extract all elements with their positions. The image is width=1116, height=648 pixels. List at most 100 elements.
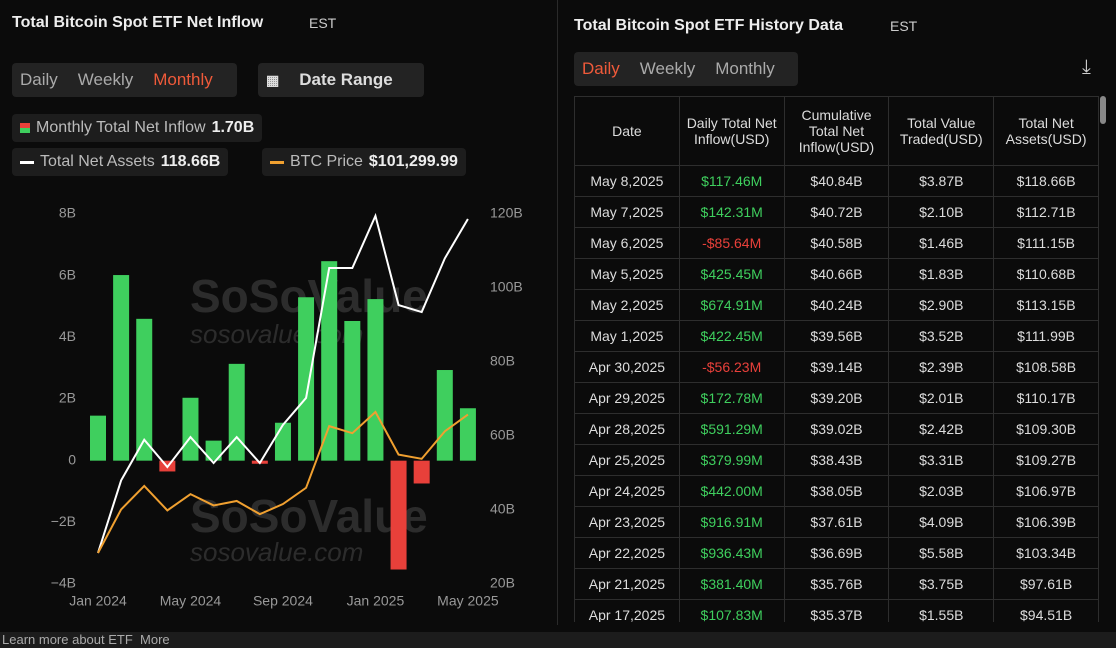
bar: [413, 460, 430, 484]
table-cell: $40.72B: [783, 196, 890, 228]
table-cell: $118.66B: [993, 165, 1099, 197]
timezone: EST: [890, 18, 918, 34]
bar: [367, 299, 384, 461]
legend-item[interactable]: Total Net Assets 118.66B: [12, 148, 229, 176]
table-cell: $674.91M: [678, 289, 785, 321]
table-cell: $39.14B: [783, 351, 890, 383]
panel-title: Total Bitcoin Spot ETF Net Inflow: [12, 14, 264, 31]
legend-value: 118.66B: [160, 153, 221, 170]
x-tick-label: May 2024: [160, 593, 222, 609]
bar: [390, 460, 407, 570]
bar: [182, 397, 199, 461]
y2-tick-label: 40B: [490, 501, 515, 517]
table-cell: $5.58B: [888, 537, 995, 569]
table-cell: Apr 21,2025: [574, 568, 680, 600]
x-tick-label: Jan 2025: [347, 593, 405, 609]
y2-tick-label: 60B: [490, 427, 515, 443]
table-cell: $37.61B: [783, 506, 890, 538]
table-cell: $3.87B: [888, 165, 995, 197]
table-cell: $111.99B: [993, 320, 1099, 352]
table-row: May 2,2025 $674.91M $40.24B $2.90B $113.15B: [574, 289, 1099, 321]
y-tick-label: 4B: [59, 328, 76, 344]
footer-link[interactable]: More: [140, 632, 170, 647]
legend-item[interactable]: Monthly Total Net Inflow 1.70B: [12, 114, 263, 142]
download-button[interactable]: ⤓: [1082, 56, 1091, 78]
y-tick-label: −2B: [51, 513, 76, 529]
table-cell: $916.91M: [678, 506, 785, 538]
bar: [274, 422, 291, 461]
watermark: sosovalue.com: [190, 537, 363, 567]
bar: [298, 297, 315, 461]
y2-tick-label: 80B: [490, 353, 515, 369]
scrollbar[interactable]: [1100, 96, 1106, 124]
table-row: Apr 30,2025 -$56.23M $39.14B $2.39B $108.58B: [574, 351, 1099, 383]
tab-group: Daily Weekly Monthly: [12, 63, 237, 97]
table-cell: $35.76B: [783, 568, 890, 600]
tab[interactable]: Monthly: [153, 70, 213, 89]
legend-item[interactable]: BTC Price $101,299.99: [262, 148, 466, 176]
date-range-button[interactable]: ▦ Date Range: [258, 63, 424, 97]
tab[interactable]: Weekly: [77, 70, 134, 89]
table-cell: $1.83B: [888, 258, 995, 290]
tab[interactable]: Weekly: [639, 59, 696, 78]
bar: [344, 320, 361, 461]
tab[interactable]: Monthly: [715, 59, 775, 78]
header-cell: Total Net Assets(USD): [993, 96, 1099, 166]
table-cell: -$56.23M: [678, 351, 785, 383]
table-row: Apr 17,2025 $107.83M $35.37B $1.55B $94.51B: [574, 599, 1099, 622]
table-cell: $142.31M: [678, 196, 785, 228]
header-cell: Daily Total Net Inflow(USD): [678, 96, 785, 166]
table-cell: $112.71B: [993, 196, 1099, 228]
bar: [436, 370, 453, 461]
tab[interactable]: Daily: [582, 59, 620, 78]
table-cell: Apr 23,2025: [574, 506, 680, 538]
y-tick-label: 8B: [59, 205, 76, 221]
table-row: Apr 21,2025 $381.40M $35.76B $3.75B $97.61B: [574, 568, 1099, 600]
table-cell: $2.10B: [888, 196, 995, 228]
footer: Learn more about ETF More: [0, 632, 1116, 648]
table-row: May 7,2025 $142.31M $40.72B $2.10B $112.71B: [574, 196, 1099, 228]
x-tick-label: May 2025: [437, 593, 499, 609]
table-cell: May 8,2025: [574, 165, 680, 197]
table-row: May 8,2025 $117.46M $40.84B $3.87B $118.66B: [574, 165, 1099, 197]
y-tick-label: −4B: [51, 575, 76, 591]
y2-tick-label: 120B: [490, 205, 523, 221]
table-cell: $39.56B: [783, 320, 890, 352]
table-cell: $442.00M: [678, 475, 785, 507]
table-cell: $117.46M: [678, 165, 785, 197]
legend-value: $101,299.99: [368, 153, 458, 170]
bar: [321, 261, 338, 461]
table-cell: $591.29M: [678, 413, 785, 445]
table-cell: Apr 17,2025: [574, 599, 680, 622]
table-cell: $39.20B: [783, 382, 890, 414]
legend-value: 1.70B: [211, 119, 255, 136]
table-cell: $110.17B: [993, 382, 1099, 414]
calendar-icon: ▦: [266, 71, 280, 88]
table-cell: -$85.64M: [678, 227, 785, 259]
table-cell: $2.01B: [888, 382, 995, 414]
table-cell: $422.45M: [678, 320, 785, 352]
table-cell: $40.58B: [783, 227, 890, 259]
bar: [228, 363, 245, 461]
table-cell: $109.27B: [993, 444, 1099, 476]
y2-tick-label: 100B: [490, 279, 523, 295]
table-cell: Apr 25,2025: [574, 444, 680, 476]
table-cell: $1.46B: [888, 227, 995, 259]
tab-group: Daily Weekly Monthly: [574, 52, 798, 86]
table-row: Apr 24,2025 $442.00M $38.05B $2.03B $106.97B: [574, 475, 1099, 507]
table-cell: $3.52B: [888, 320, 995, 352]
left-panel: Total Bitcoin Spot ETF Net Inflow EST Da…: [0, 0, 555, 632]
table-cell: Apr 22,2025: [574, 537, 680, 569]
bar: [205, 440, 222, 461]
panel-title: Total Bitcoin Spot ETF History Data: [574, 17, 844, 34]
table-cell: $2.90B: [888, 289, 995, 321]
table-cell: Apr 29,2025: [574, 382, 680, 414]
tab[interactable]: Daily: [20, 70, 58, 89]
divider: [557, 0, 558, 625]
header-cell: Total Value Traded(USD): [888, 96, 995, 166]
table-cell: $1.55B: [888, 599, 995, 622]
legend-name: Total Net Assets: [40, 153, 155, 170]
x-tick-label: Sep 2024: [253, 593, 313, 609]
table-cell: $172.78M: [678, 382, 785, 414]
